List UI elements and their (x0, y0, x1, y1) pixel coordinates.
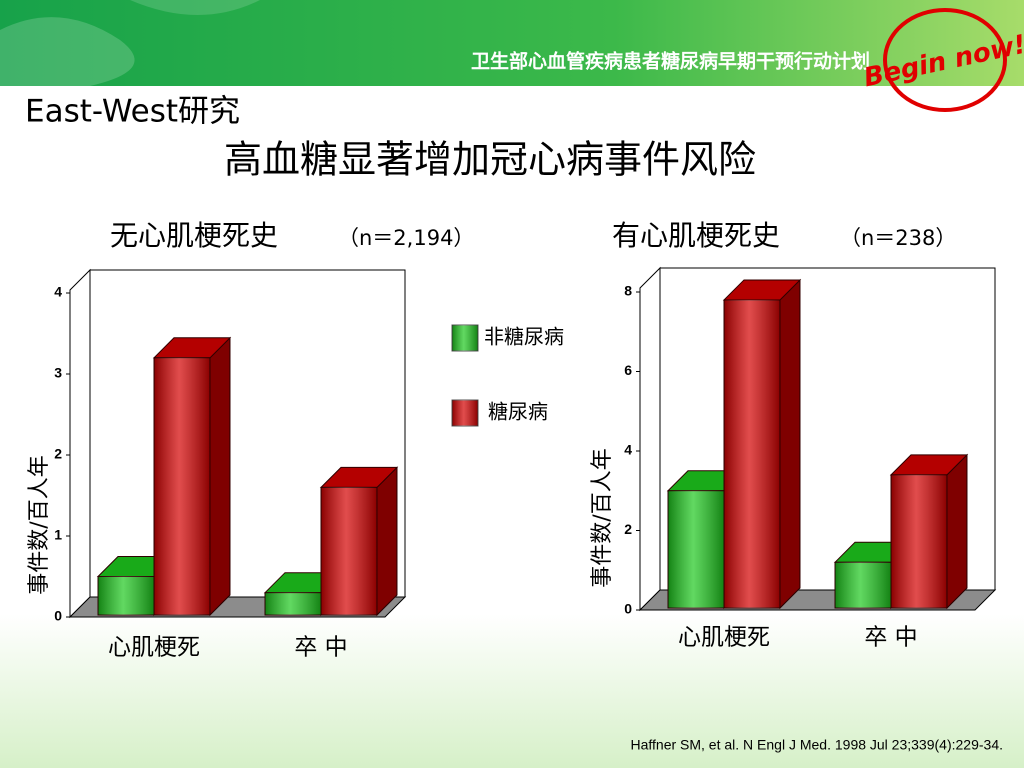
banner-decoration (0, 17, 135, 87)
bar-side-shade (377, 467, 397, 615)
bar-shade (154, 357, 210, 615)
banner (0, 0, 1024, 86)
y-axis-label: 事件数/百人年 (590, 448, 615, 587)
bar-side-shade (780, 279, 800, 608)
y-tick-label: 2 (54, 446, 62, 462)
bar-top-shade (154, 337, 230, 358)
chart-title: 无心肌梗死史 (110, 219, 278, 252)
y-tick-label: 4 (54, 284, 62, 300)
legend-label: 非糖尿病 (484, 325, 564, 349)
bar-shade (724, 299, 780, 608)
chart-subtitle: （n＝238） (840, 226, 956, 250)
bar-shade (265, 592, 321, 615)
bar-shade (98, 576, 154, 615)
bar-side-shade (947, 454, 967, 608)
y-tick-label: 1 (54, 527, 62, 543)
bar-shade (321, 487, 377, 615)
bar-top-shade (321, 467, 397, 488)
y-tick-label: 8 (624, 283, 632, 299)
y-tick-label: 6 (624, 362, 632, 378)
legend-swatch-shade (452, 325, 478, 351)
bar-shade (835, 562, 891, 608)
chart-title: 有心肌梗死史 (612, 219, 780, 252)
study-name: East-West研究 (25, 94, 240, 130)
slide-title: 高血糖显著增加冠心病事件风险 (224, 138, 756, 182)
y-tick-label: 2 (624, 521, 632, 537)
bar-shade (668, 490, 724, 608)
y-axis-label: 事件数/百人年 (27, 455, 52, 594)
y-tick-label: 0 (54, 608, 62, 624)
y-tick-label: 0 (624, 601, 632, 617)
side-wall (639, 266, 661, 612)
logo-ring (883, 8, 1007, 112)
bar-top-shade (891, 454, 967, 475)
x-tick-label: 卒 中 (294, 635, 347, 661)
y-tick-label: 4 (624, 442, 632, 458)
x-tick-label: 卒 中 (864, 625, 917, 651)
legend-swatch-shade (452, 400, 478, 426)
x-tick-label: 心肌梗死 (678, 625, 770, 651)
side-wall (69, 268, 91, 619)
citation: Haffner SM, et al. N Engl J Med. 1998 Ju… (630, 737, 1003, 753)
x-tick-label: 心肌梗死 (108, 635, 200, 661)
banner-decoration (130, 0, 260, 15)
y-tick-label: 3 (54, 365, 62, 381)
banner-text: 卫生部心血管疾病患者糖尿病早期干预行动计划 (471, 50, 870, 73)
bar-side-shade (210, 337, 230, 615)
chart-subtitle: （n＝2,194） (338, 226, 474, 250)
bar-top-shade (724, 279, 800, 300)
bar-shade (891, 474, 947, 608)
legend-label: 糖尿病 (488, 400, 548, 424)
